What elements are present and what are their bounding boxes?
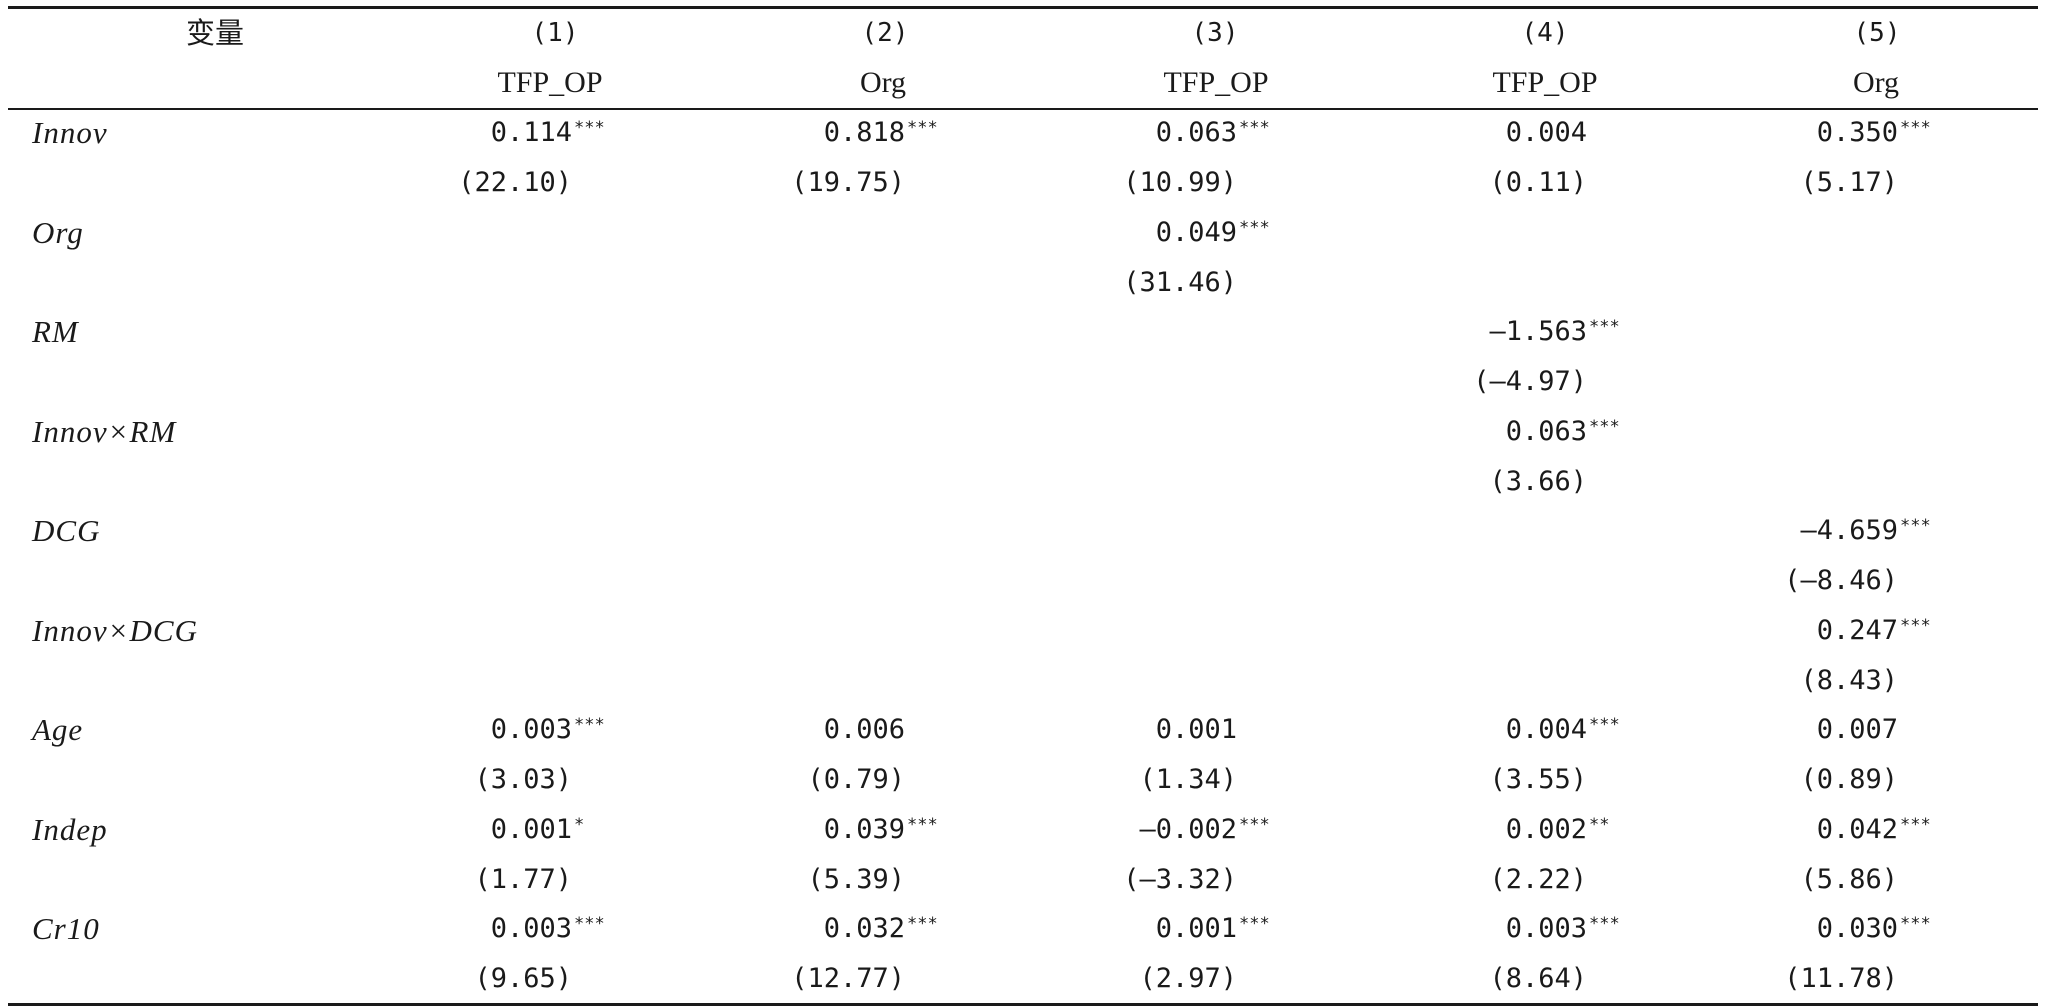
model-label-3: TFP_OP bbox=[1163, 66, 1269, 99]
t-statistic: (3.03) bbox=[474, 764, 572, 795]
variable-name: Innov×DCG bbox=[32, 613, 198, 648]
coefficient-cell: 0.030 *** bbox=[1816, 913, 1931, 944]
coefficient-cell: 0.350 *** bbox=[1816, 117, 1931, 148]
coefficient-value: 0.818 bbox=[823, 117, 905, 148]
t-statistic: (9.65) bbox=[474, 963, 572, 994]
coefficient-value: 0.004 bbox=[1505, 117, 1587, 148]
coefficient-cell: 0.004 bbox=[1506, 116, 1587, 150]
coefficient-value: 0.003 bbox=[490, 913, 572, 944]
coefficient-cell: 0.063 *** bbox=[1505, 416, 1620, 447]
coefficient-value: —0.002 bbox=[1139, 814, 1237, 845]
t-statistic: (3.55) bbox=[1489, 764, 1587, 795]
coefficient-cell: 0.114 *** bbox=[490, 117, 605, 148]
coefficient-cell: 0.003 *** bbox=[1505, 913, 1620, 944]
variable-name: Cr10 bbox=[32, 911, 100, 946]
coefficient-cell: 0.001 bbox=[1156, 713, 1237, 747]
t-statistic: (5.39) bbox=[807, 864, 905, 895]
t-statistic: (0.79) bbox=[807, 764, 905, 795]
model-label-2: Org bbox=[859, 66, 907, 99]
coefficient-cell: 0.007 bbox=[1817, 713, 1898, 747]
coefficient-value: 0.032 bbox=[823, 913, 905, 944]
coefficient-cell: 0.002 ** bbox=[1505, 814, 1610, 845]
coefficient-cell: 0.001 *** bbox=[1155, 913, 1270, 944]
model-label-4: TFP_OP bbox=[1492, 66, 1598, 99]
t-statistic: (12.77) bbox=[791, 963, 905, 994]
t-statistic: (2.22) bbox=[1489, 864, 1587, 895]
coefficient-value: 0.030 bbox=[1816, 913, 1898, 944]
bottom-rule bbox=[8, 1003, 2038, 1006]
coefficient-value: 0.247 bbox=[1816, 615, 1898, 646]
coefficient-value: 0.001 bbox=[1155, 714, 1237, 745]
coefficient-value: 0.001 bbox=[490, 814, 572, 845]
t-statistic: (—4.97) bbox=[1473, 366, 1587, 397]
header-rule bbox=[8, 108, 2038, 110]
t-statistic: (8.64) bbox=[1489, 963, 1587, 994]
top-rule bbox=[8, 6, 2038, 9]
coefficient-cell: 0.039 *** bbox=[823, 814, 938, 845]
t-statistic: (2.97) bbox=[1139, 963, 1237, 994]
variable-name: Org bbox=[32, 215, 84, 250]
column-number-3: (3) bbox=[1191, 18, 1239, 48]
coefficient-cell: 0.032 *** bbox=[823, 913, 938, 944]
coefficient-cell: 0.004 *** bbox=[1505, 714, 1620, 745]
coefficient-cell: —0.002 *** bbox=[1139, 814, 1270, 845]
coefficient-value: 0.049 bbox=[1155, 217, 1237, 248]
variable-name: Indep bbox=[32, 812, 108, 847]
coefficient-value: 0.004 bbox=[1505, 714, 1587, 745]
coefficient-cell: 0.049 *** bbox=[1155, 217, 1270, 248]
column-number-1: (1) bbox=[531, 18, 579, 48]
t-statistic: (19.75) bbox=[791, 167, 905, 198]
column-number-2: (2) bbox=[861, 18, 909, 48]
column-number-5: (5) bbox=[1853, 18, 1901, 48]
coefficient-value: 0.114 bbox=[490, 117, 572, 148]
variable-header: 变量 bbox=[185, 16, 244, 50]
coefficient-value: 0.042 bbox=[1816, 814, 1898, 845]
coefficient-cell: 0.003 *** bbox=[490, 714, 605, 745]
t-statistic: (3.66) bbox=[1489, 466, 1587, 497]
coefficient-cell: 0.247 *** bbox=[1816, 615, 1931, 646]
t-statistic: (11.78) bbox=[1784, 963, 1898, 994]
variable-name: DCG bbox=[32, 513, 101, 548]
coefficient-value: 0.063 bbox=[1155, 117, 1237, 148]
coefficient-value: 0.001 bbox=[1155, 913, 1237, 944]
t-statistic: (0.89) bbox=[1800, 764, 1898, 795]
coefficient-value: 0.006 bbox=[823, 714, 905, 745]
t-statistic: (—3.32) bbox=[1123, 864, 1237, 895]
coefficient-value: 0.007 bbox=[1816, 714, 1898, 745]
model-label-1: TFP_OP bbox=[497, 66, 603, 99]
coefficient-value: 0.003 bbox=[1505, 913, 1587, 944]
t-statistic: (31.46) bbox=[1123, 267, 1237, 298]
coefficient-cell: 0.003 *** bbox=[490, 913, 605, 944]
t-statistic: (10.99) bbox=[1123, 167, 1237, 198]
coefficient-value: —1.563 bbox=[1489, 316, 1587, 347]
variable-name: RM bbox=[32, 314, 79, 349]
coefficient-value: 0.350 bbox=[1816, 117, 1898, 148]
variable-name: Innov bbox=[32, 115, 108, 150]
coefficient-value: 0.003 bbox=[490, 714, 572, 745]
coefficient-cell: 0.818 *** bbox=[823, 117, 938, 148]
coefficient-cell: 0.042 *** bbox=[1816, 814, 1931, 845]
column-number-4: (4) bbox=[1521, 18, 1569, 48]
t-statistic: (1.77) bbox=[474, 864, 572, 895]
coefficient-cell: 0.001 * bbox=[490, 814, 585, 845]
coefficient-cell: 0.006 bbox=[824, 713, 905, 747]
coefficient-value: 0.002 bbox=[1505, 814, 1587, 845]
t-statistic: (5.17) bbox=[1800, 167, 1898, 198]
t-statistic: (—8.46) bbox=[1784, 565, 1898, 596]
model-label-5: Org bbox=[1852, 66, 1900, 99]
coefficient-cell: 0.063 *** bbox=[1155, 117, 1270, 148]
coefficient-cell: —4.659 *** bbox=[1800, 515, 1931, 546]
variable-name: Age bbox=[32, 712, 84, 747]
coefficient-cell: —1.563 *** bbox=[1489, 316, 1620, 347]
variable-name: Innov×RM bbox=[32, 414, 177, 449]
coefficient-value: 0.039 bbox=[823, 814, 905, 845]
t-statistic: (0.11) bbox=[1489, 167, 1587, 198]
t-statistic: (1.34) bbox=[1139, 764, 1237, 795]
coefficient-value: —4.659 bbox=[1800, 515, 1898, 546]
t-statistic: (5.86) bbox=[1800, 864, 1898, 895]
t-statistic: (8.43) bbox=[1800, 665, 1898, 696]
coefficient-value: 0.063 bbox=[1505, 416, 1587, 447]
t-statistic: (22.10) bbox=[458, 167, 572, 198]
